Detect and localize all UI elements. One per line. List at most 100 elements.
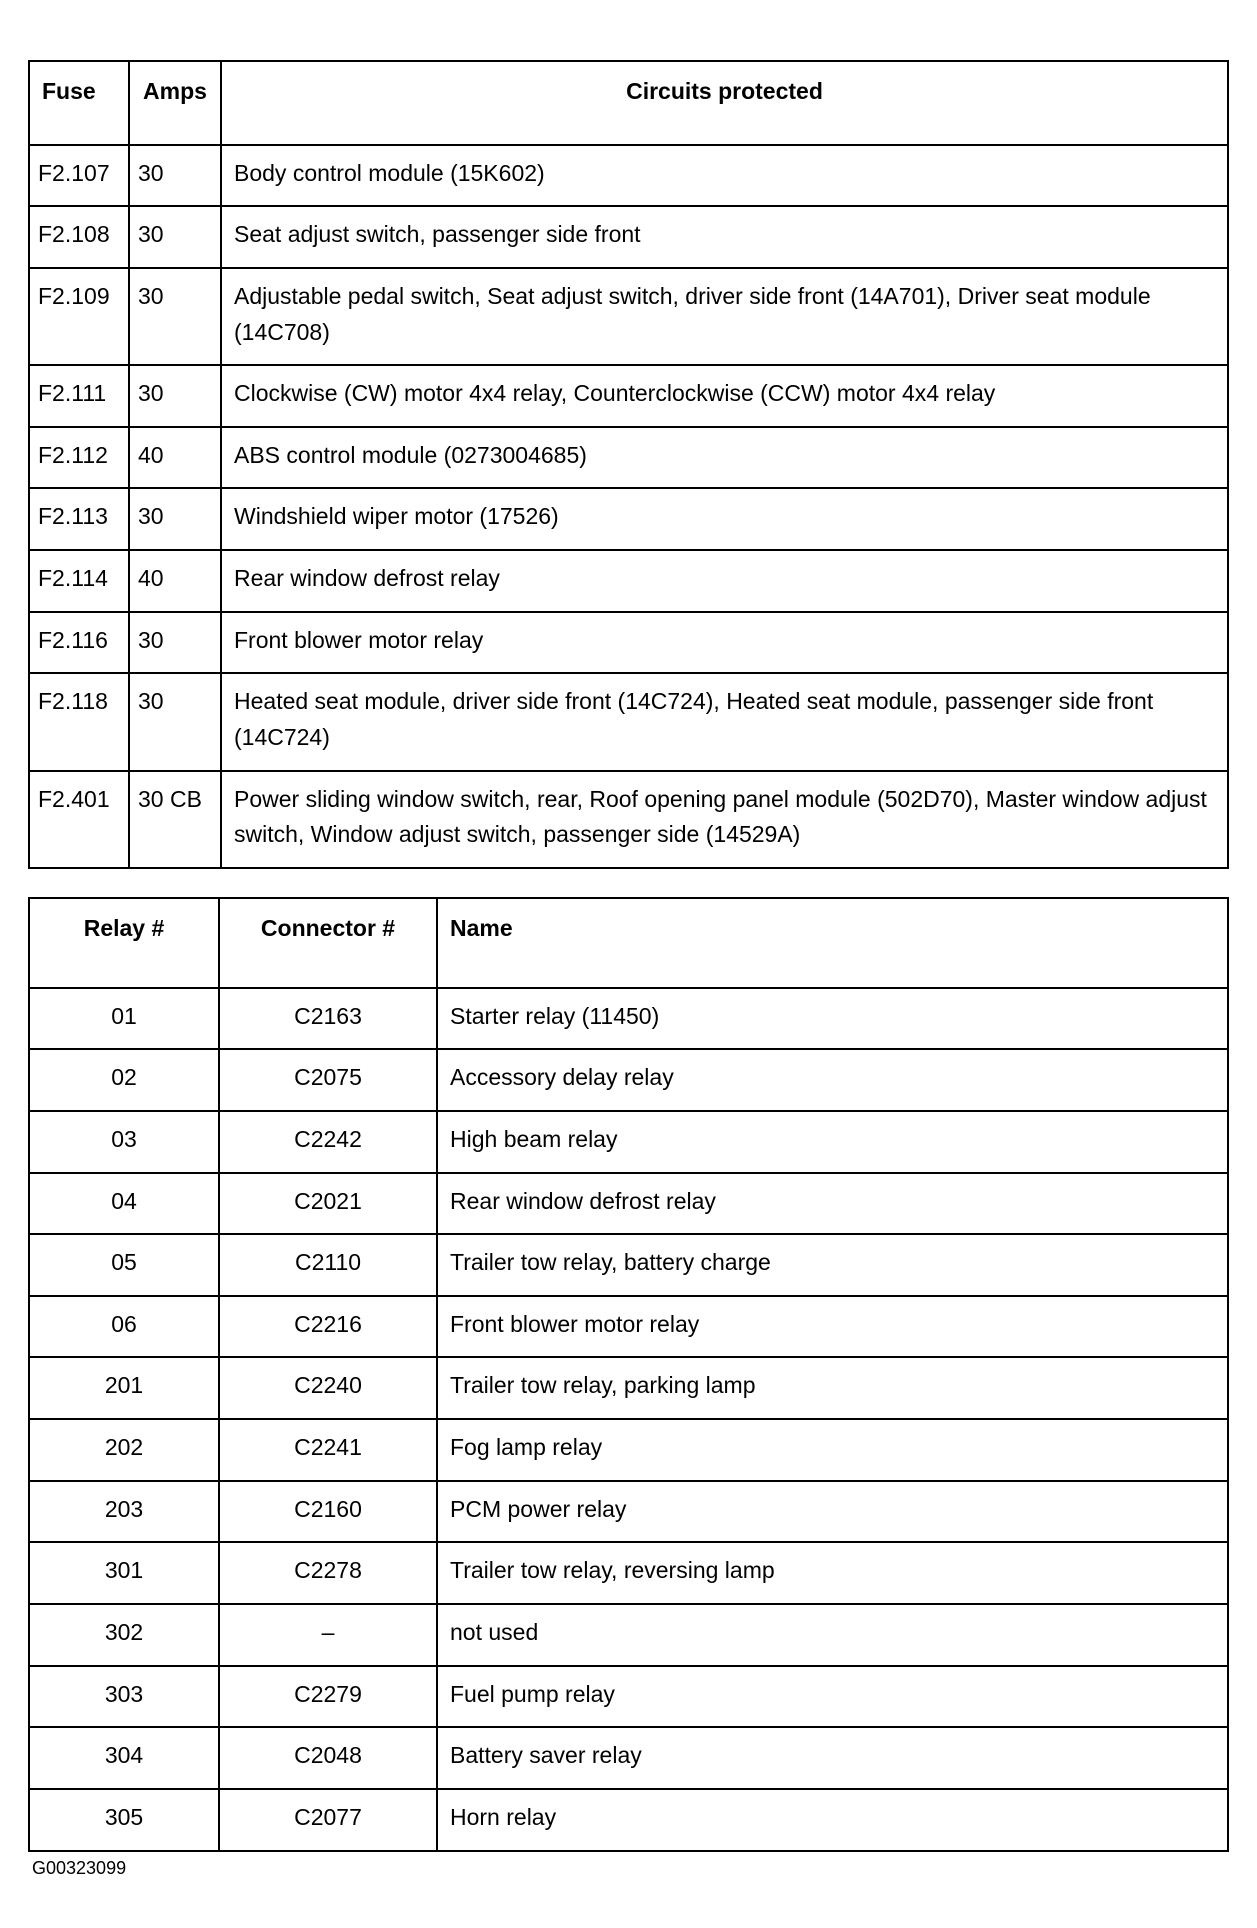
- table-row: 201C2240Trailer tow relay, parking lamp: [29, 1357, 1228, 1419]
- amps-cell: 40: [129, 427, 221, 489]
- circuits-protected-cell: ABS control module (0273004685): [221, 427, 1228, 489]
- amps-cell: 30: [129, 365, 221, 427]
- table-row: F2.10830Seat adjust switch, passenger si…: [29, 206, 1228, 268]
- table-row: F2.40130 CBPower sliding window switch, …: [29, 771, 1228, 868]
- circuits-protected-cell: Clockwise (CW) motor 4x4 relay, Counterc…: [221, 365, 1228, 427]
- relay-name-cell: High beam relay: [437, 1111, 1228, 1173]
- fuse-id-cell: F2.116: [29, 612, 129, 674]
- connector-number-cell: C2163: [219, 988, 437, 1050]
- fuse-table: Fuse Amps Circuits protected F2.10730Bod…: [28, 60, 1229, 869]
- fuse-id-cell: F2.108: [29, 206, 129, 268]
- connector-number-cell: C2075: [219, 1049, 437, 1111]
- amps-cell: 30: [129, 268, 221, 365]
- circuits-protected-cell: Power sliding window switch, rear, Roof …: [221, 771, 1228, 868]
- col-header-connector: Connector #: [219, 898, 437, 988]
- connector-number-cell: C2241: [219, 1419, 437, 1481]
- table-row: 302–not used: [29, 1604, 1228, 1666]
- connector-number-cell: C2110: [219, 1234, 437, 1296]
- connector-number-cell: –: [219, 1604, 437, 1666]
- fuse-table-header-row: Fuse Amps Circuits protected: [29, 61, 1228, 145]
- relay-number-cell: 302: [29, 1604, 219, 1666]
- table-row: 04C2021Rear window defrost relay: [29, 1173, 1228, 1235]
- circuits-protected-cell: Body control module (15K602): [221, 145, 1228, 207]
- col-header-name: Name: [437, 898, 1228, 988]
- relay-table-header-row: Relay # Connector # Name: [29, 898, 1228, 988]
- relay-number-cell: 303: [29, 1666, 219, 1728]
- circuits-protected-cell: Adjustable pedal switch, Seat adjust swi…: [221, 268, 1228, 365]
- relay-name-cell: Trailer tow relay, reversing lamp: [437, 1542, 1228, 1604]
- fuse-id-cell: F2.401: [29, 771, 129, 868]
- col-header-relay: Relay #: [29, 898, 219, 988]
- table-row: 03C2242High beam relay: [29, 1111, 1228, 1173]
- table-row: 202C2241Fog lamp relay: [29, 1419, 1228, 1481]
- connector-number-cell: C2278: [219, 1542, 437, 1604]
- amps-cell: 40: [129, 550, 221, 612]
- relay-number-cell: 301: [29, 1542, 219, 1604]
- table-row: 05C2110Trailer tow relay, battery charge: [29, 1234, 1228, 1296]
- table-row: 01C2163Starter relay (11450): [29, 988, 1228, 1050]
- table-row: F2.10730Body control module (15K602): [29, 145, 1228, 207]
- amps-cell: 30: [129, 612, 221, 674]
- page: Fuse Amps Circuits protected F2.10730Bod…: [0, 0, 1257, 1919]
- circuits-protected-cell: Rear window defrost relay: [221, 550, 1228, 612]
- relay-name-cell: not used: [437, 1604, 1228, 1666]
- relay-name-cell: Horn relay: [437, 1789, 1228, 1851]
- relay-table: Relay # Connector # Name 01C2163Starter …: [28, 897, 1229, 1852]
- table-row: F2.11330Windshield wiper motor (17526): [29, 488, 1228, 550]
- table-row: 305C2077Horn relay: [29, 1789, 1228, 1851]
- table-row: F2.11440Rear window defrost relay: [29, 550, 1228, 612]
- relay-number-cell: 02: [29, 1049, 219, 1111]
- relay-name-cell: Fog lamp relay: [437, 1419, 1228, 1481]
- relay-number-cell: 304: [29, 1727, 219, 1789]
- relay-name-cell: Trailer tow relay, battery charge: [437, 1234, 1228, 1296]
- amps-cell: 30 CB: [129, 771, 221, 868]
- relay-number-cell: 05: [29, 1234, 219, 1296]
- fuse-id-cell: F2.114: [29, 550, 129, 612]
- table-row: F2.11630Front blower motor relay: [29, 612, 1228, 674]
- relay-name-cell: Trailer tow relay, parking lamp: [437, 1357, 1228, 1419]
- fuse-id-cell: F2.118: [29, 673, 129, 770]
- relay-number-cell: 203: [29, 1481, 219, 1543]
- table-row: F2.11130Clockwise (CW) motor 4x4 relay, …: [29, 365, 1228, 427]
- relay-name-cell: Front blower motor relay: [437, 1296, 1228, 1358]
- connector-number-cell: C2279: [219, 1666, 437, 1728]
- relay-number-cell: 202: [29, 1419, 219, 1481]
- connector-number-cell: C2216: [219, 1296, 437, 1358]
- relay-number-cell: 01: [29, 988, 219, 1050]
- table-row: F2.11240ABS control module (0273004685): [29, 427, 1228, 489]
- table-row: 304C2048Battery saver relay: [29, 1727, 1228, 1789]
- footnote-code: G00323099: [28, 1858, 1229, 1879]
- relay-name-cell: Starter relay (11450): [437, 988, 1228, 1050]
- fuse-id-cell: F2.111: [29, 365, 129, 427]
- table-row: 301C2278Trailer tow relay, reversing lam…: [29, 1542, 1228, 1604]
- table-row: F2.10930Adjustable pedal switch, Seat ad…: [29, 268, 1228, 365]
- circuits-protected-cell: Seat adjust switch, passenger side front: [221, 206, 1228, 268]
- connector-number-cell: C2021: [219, 1173, 437, 1235]
- amps-cell: 30: [129, 206, 221, 268]
- connector-number-cell: C2240: [219, 1357, 437, 1419]
- table-row: 06C2216Front blower motor relay: [29, 1296, 1228, 1358]
- col-header-circuits: Circuits protected: [221, 61, 1228, 145]
- fuse-id-cell: F2.109: [29, 268, 129, 365]
- fuse-id-cell: F2.113: [29, 488, 129, 550]
- relay-name-cell: Rear window defrost relay: [437, 1173, 1228, 1235]
- relay-number-cell: 04: [29, 1173, 219, 1235]
- connector-number-cell: C2048: [219, 1727, 437, 1789]
- circuits-protected-cell: Front blower motor relay: [221, 612, 1228, 674]
- relay-name-cell: Battery saver relay: [437, 1727, 1228, 1789]
- connector-number-cell: C2077: [219, 1789, 437, 1851]
- col-header-amps: Amps: [129, 61, 221, 145]
- table-row: F2.11830Heated seat module, driver side …: [29, 673, 1228, 770]
- connector-number-cell: C2160: [219, 1481, 437, 1543]
- amps-cell: 30: [129, 145, 221, 207]
- relay-number-cell: 305: [29, 1789, 219, 1851]
- relay-number-cell: 201: [29, 1357, 219, 1419]
- table-row: 02C2075Accessory delay relay: [29, 1049, 1228, 1111]
- amps-cell: 30: [129, 488, 221, 550]
- relay-name-cell: Accessory delay relay: [437, 1049, 1228, 1111]
- table-row: 303C2279Fuel pump relay: [29, 1666, 1228, 1728]
- fuse-id-cell: F2.112: [29, 427, 129, 489]
- fuse-id-cell: F2.107: [29, 145, 129, 207]
- connector-number-cell: C2242: [219, 1111, 437, 1173]
- relay-number-cell: 03: [29, 1111, 219, 1173]
